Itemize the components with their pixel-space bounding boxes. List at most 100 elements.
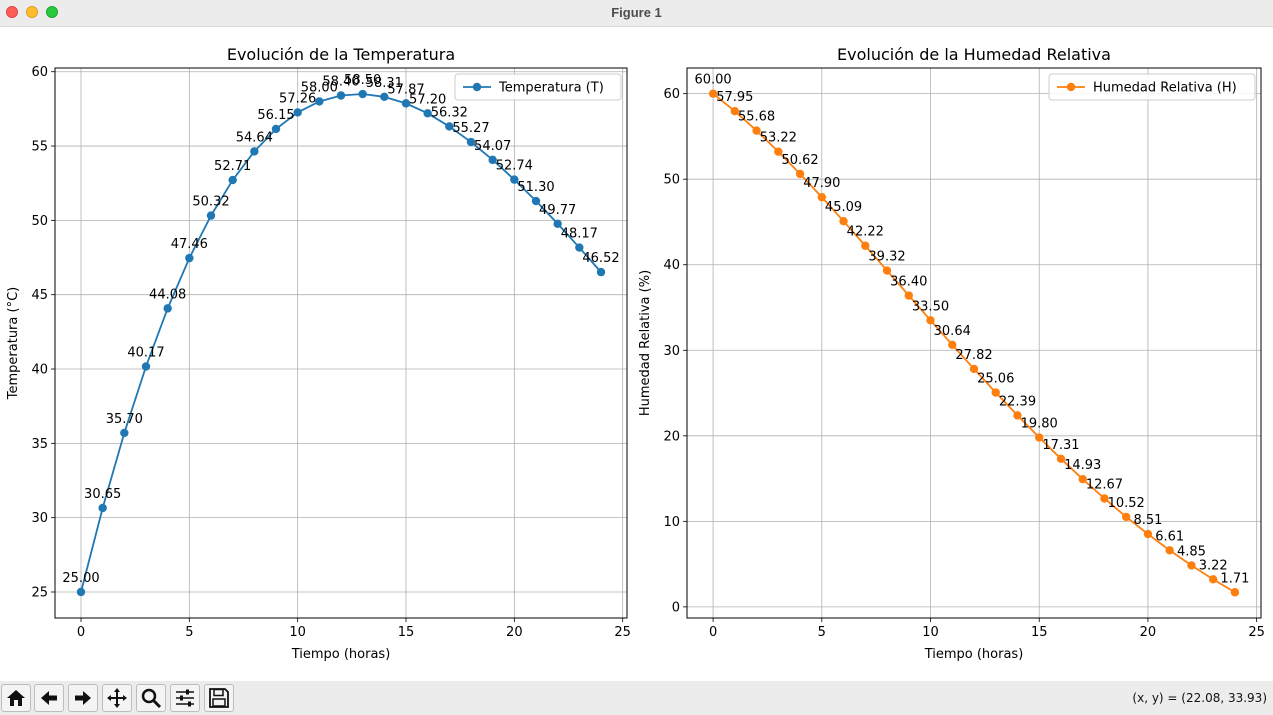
data-point (596, 267, 606, 277)
data-point (1078, 474, 1087, 484)
data-label: 53.22 (760, 131, 797, 146)
temperature-chart: 0 5 10 15 20 25 25 30 35 40 45 50 55 60 Evolución de l… (6, 45, 631, 662)
data-point (882, 266, 892, 275)
cursor-coordinates: (x, y) = (22.08, 33.93) (1132, 691, 1267, 705)
data-label: 30.64 (934, 324, 971, 339)
data-point (293, 108, 302, 117)
legend: Temperatura (T) (454, 73, 622, 101)
data-point (948, 340, 957, 349)
data-point (1208, 575, 1218, 584)
data-label: 54.07 (474, 139, 511, 154)
y-tick-label: 40 (31, 363, 48, 378)
data-point (358, 89, 367, 99)
legend-label: Humedad Relativa (H) (1093, 81, 1237, 96)
axes-frame (54, 67, 628, 619)
y-tick-label: 10 (663, 515, 680, 530)
data-label: 56.32 (431, 105, 468, 120)
window-titlebar: Figure 1 (0, 0, 1273, 27)
forward-arrow-icon (75, 691, 91, 705)
data-point (336, 91, 346, 100)
y-tick-label: 50 (663, 173, 680, 188)
x-axis-label: Tiempo (horas) (924, 647, 1024, 662)
save-button[interactable] (204, 684, 234, 712)
data-point (445, 122, 454, 131)
y-tick-label: 0 (672, 600, 680, 615)
x-tick-label: 10 (289, 625, 306, 640)
legend-box (1048, 73, 1256, 101)
data-point (98, 503, 107, 513)
data-label: 56.15 (257, 108, 294, 123)
data-label: 58.50 (344, 73, 381, 88)
data-label: 55.27 (452, 121, 489, 136)
axes-frame (686, 67, 1262, 619)
legend-marker (472, 82, 482, 92)
x-tick-label: 25 (1248, 625, 1265, 640)
data-point (795, 169, 805, 179)
y-tick-label: 30 (31, 511, 48, 526)
y-tick-label: 40 (663, 258, 680, 273)
data-point (926, 316, 935, 325)
data-label: 8.51 (1133, 513, 1162, 528)
data-label: 35.70 (106, 412, 143, 427)
data-label: 12.67 (1086, 478, 1123, 493)
data-point (1143, 529, 1153, 539)
data-label: 39.32 (868, 250, 905, 265)
data-point (730, 106, 740, 116)
data-label: 57.95 (716, 90, 753, 105)
data-point (185, 253, 194, 263)
data-label: 47.46 (171, 237, 208, 252)
zoom-button[interactable] (136, 684, 166, 712)
data-point (1035, 433, 1044, 442)
back-button[interactable] (34, 684, 64, 712)
x-tick-label: 0 (77, 625, 85, 640)
data-label: 3.22 (1199, 558, 1228, 573)
data-point (553, 219, 562, 228)
x-tick-label: 5 (185, 625, 193, 640)
data-label: 4.85 (1177, 544, 1206, 559)
zoom-window-button[interactable] (46, 6, 58, 18)
data-point (120, 428, 129, 438)
data-label: 1.71 (1220, 571, 1249, 586)
data-point (250, 147, 259, 156)
data-point (380, 92, 389, 102)
data-point (774, 147, 783, 156)
data-point (1121, 512, 1131, 522)
data-label: 46.52 (582, 251, 619, 266)
minimize-window-button[interactable] (26, 6, 38, 18)
close-window-button[interactable] (6, 6, 18, 18)
data-label: 27.82 (955, 348, 992, 363)
forward-button[interactable] (68, 684, 98, 712)
chart-title: Evolución de la Temperatura (227, 45, 455, 64)
data-label: 49.77 (539, 203, 576, 218)
data-point (1187, 561, 1196, 570)
data-label: 25.06 (977, 372, 1014, 387)
configure-subplots-button[interactable] (170, 684, 200, 712)
data-point (1056, 454, 1066, 464)
data-label: 25.00 (62, 571, 99, 586)
data-point (510, 175, 519, 184)
data-point (423, 109, 432, 118)
y-tick-label: 30 (663, 344, 680, 359)
humidity-chart: 0 5 10 15 20 25 0 10 20 30 40 50 60 Evolución de la H… (638, 45, 1265, 662)
data-point (752, 126, 761, 135)
y-tick-label: 45 (31, 288, 48, 303)
x-tick-label: 0 (709, 625, 717, 640)
data-label: 33.50 (912, 299, 949, 314)
data-label: 45.09 (825, 200, 862, 215)
data-point (969, 364, 979, 374)
zoom-icon (141, 688, 162, 709)
configure-subplots-icon (176, 689, 194, 707)
legend-marker (1066, 82, 1076, 92)
data-point (315, 97, 324, 106)
y-tick-label: 20 (663, 429, 680, 444)
data-label: 6.61 (1155, 529, 1184, 544)
home-button[interactable] (1, 684, 31, 712)
navigation-toolbar: (x, y) = (22.08, 33.93) (0, 681, 1273, 715)
data-point (228, 175, 237, 185)
data-label: 14.93 (1064, 458, 1101, 473)
pan-button[interactable] (102, 684, 132, 712)
legend-label: Temperatura (T) (498, 81, 604, 96)
data-point (1013, 411, 1022, 420)
legend: Humedad Relativa (H) (1048, 73, 1256, 101)
data-point (839, 216, 848, 226)
